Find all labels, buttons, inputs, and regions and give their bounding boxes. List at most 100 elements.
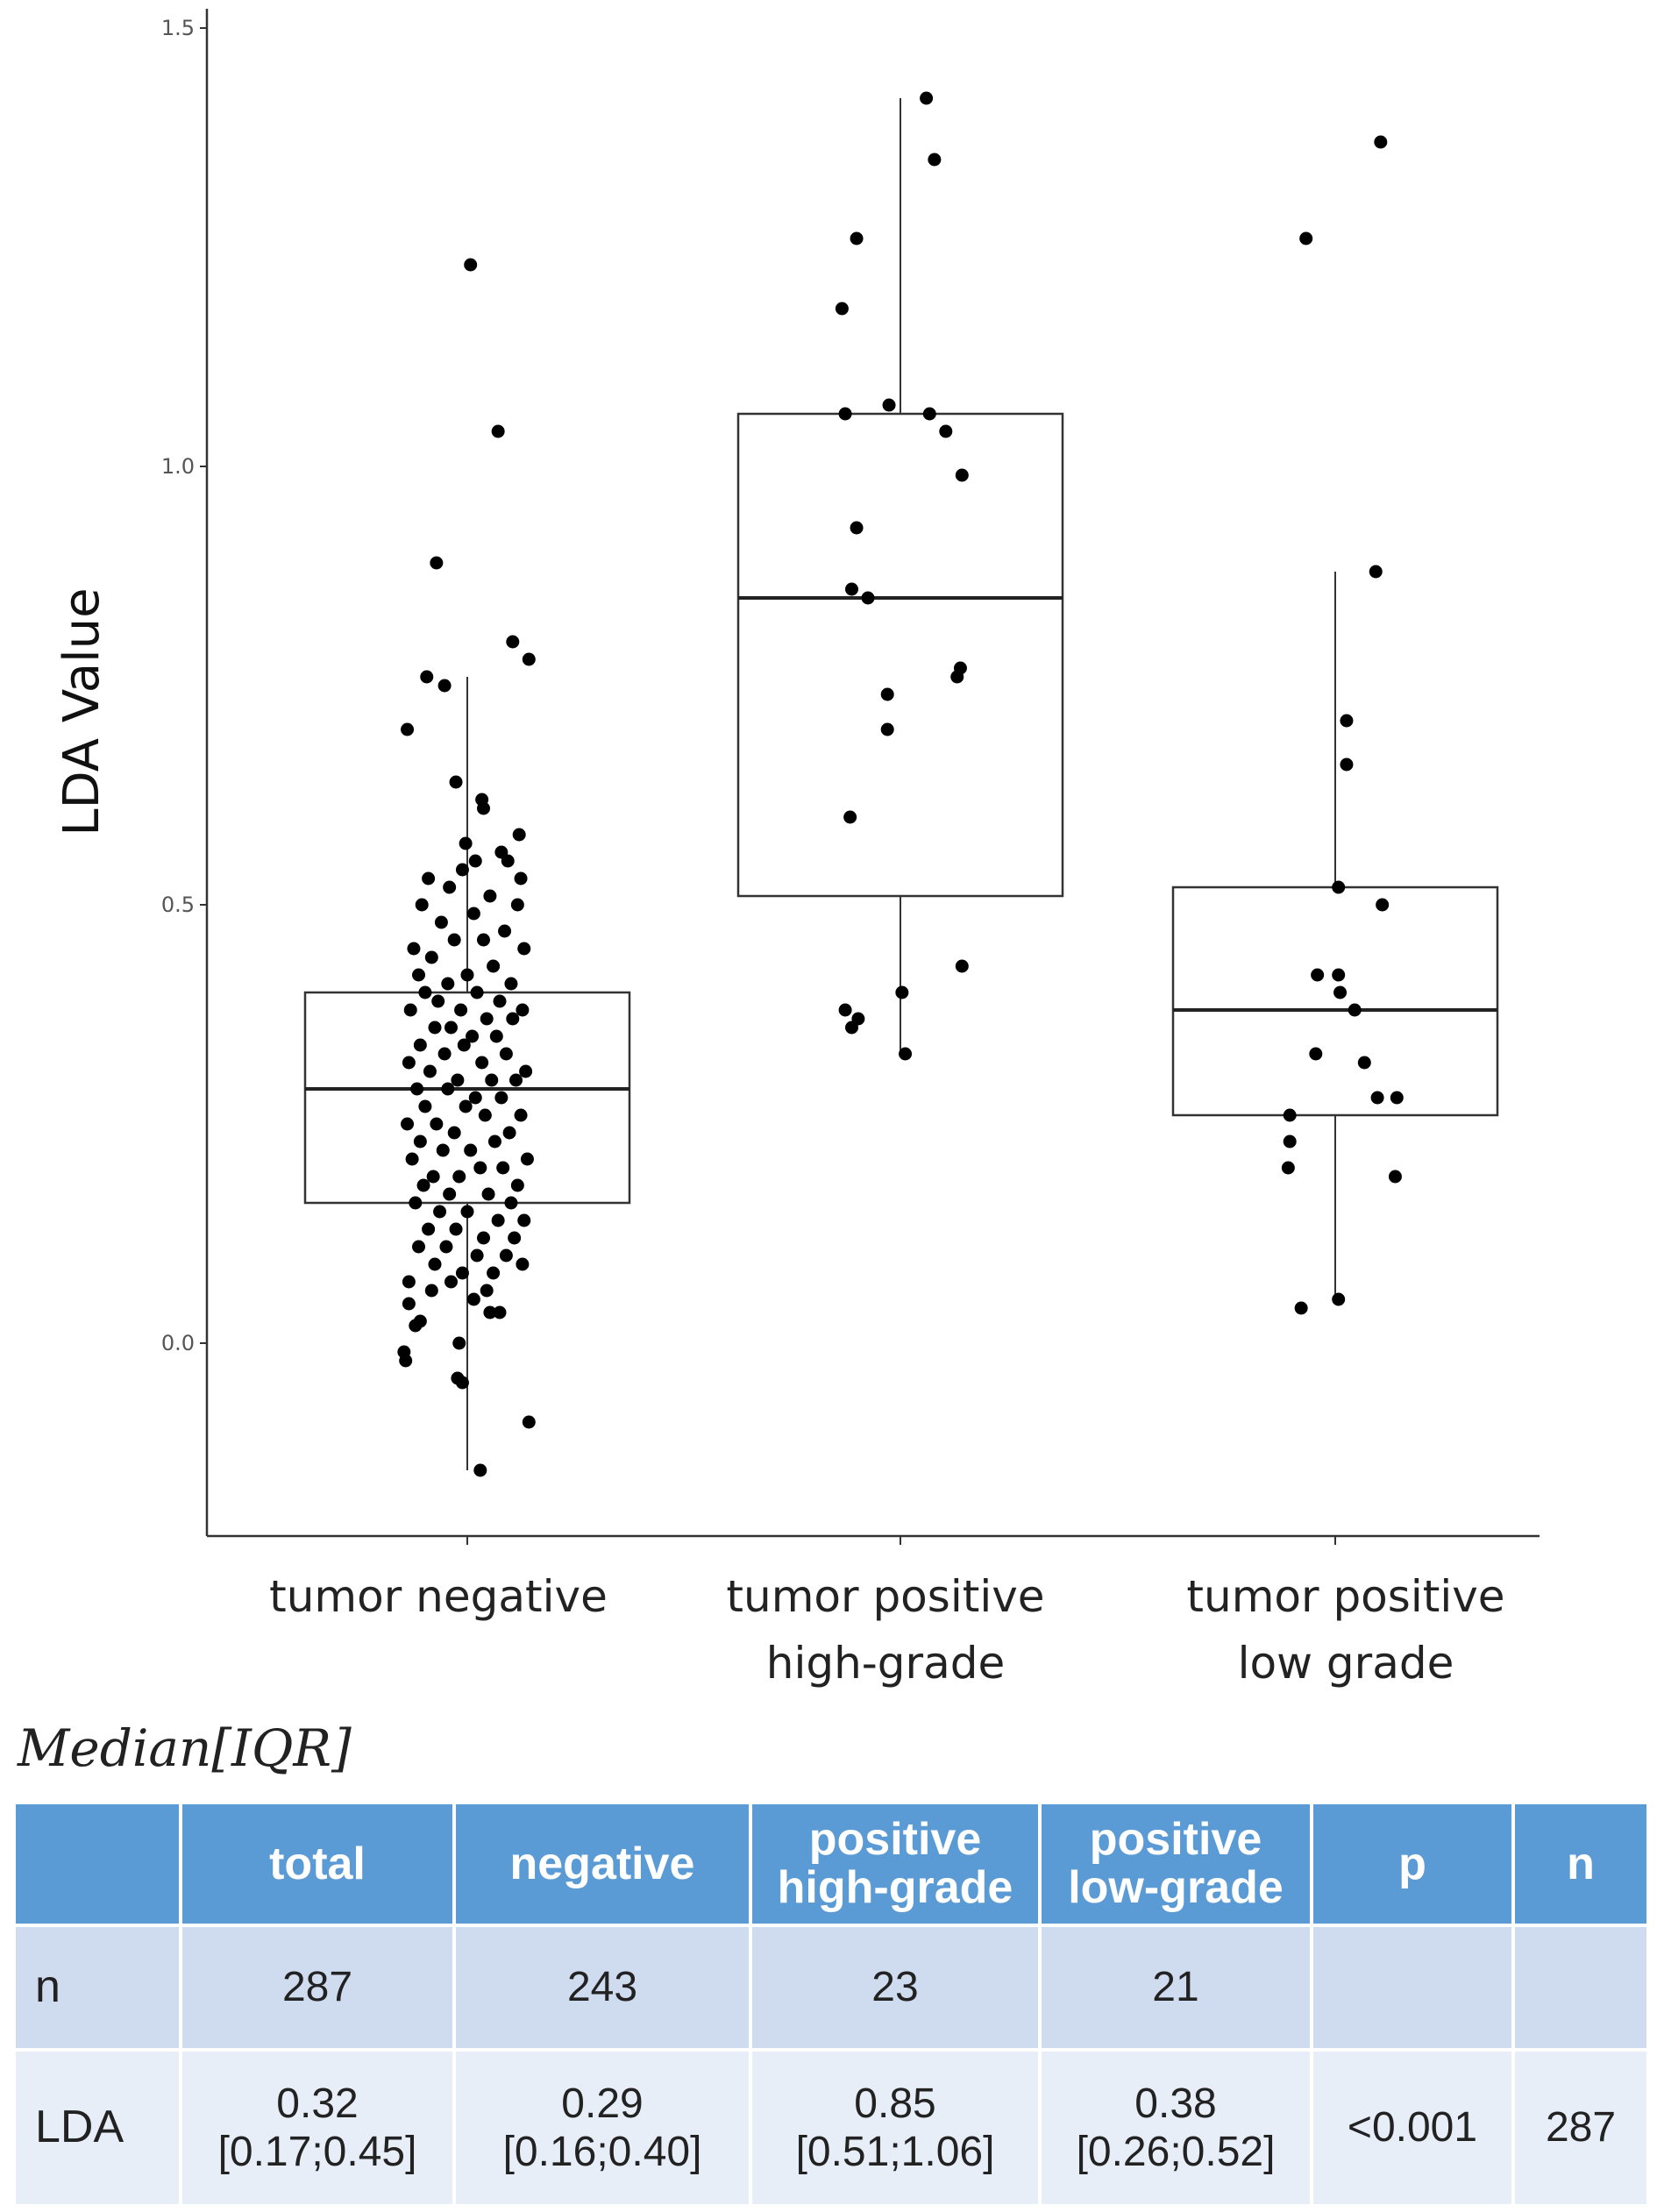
data-point: [439, 1240, 453, 1254]
data-point: [920, 91, 934, 105]
table-header-cell: positive high-grade: [749, 1801, 1042, 1927]
data-point: [850, 521, 864, 535]
cell-text: 21: [1152, 1964, 1199, 2011]
row-label: LDA: [12, 2048, 182, 2208]
data-point: [955, 468, 969, 482]
data-point: [413, 1038, 427, 1052]
data-point: [504, 1196, 518, 1210]
table-caption: Median[IQR]: [18, 1718, 352, 1778]
data-point: [430, 1117, 444, 1131]
data-point: [480, 1284, 494, 1298]
table-cell: 21: [1038, 1924, 1313, 2052]
data-point: [454, 1003, 468, 1017]
data-point: [955, 959, 969, 973]
data-point: [1299, 231, 1313, 245]
y-tick-label: 1.0: [161, 454, 195, 479]
x-tick-label: tumor negative: [269, 1571, 608, 1622]
table-header-cell: total: [179, 1801, 456, 1927]
data-point: [1311, 968, 1325, 982]
cell-text: 0.38: [1134, 2080, 1217, 2127]
data-point: [452, 1336, 466, 1350]
table-cell: [1310, 1924, 1515, 2052]
stats-table: total negative positive high-grade positive l…: [12, 1801, 1650, 2208]
cell-text: [0.17;0.45]: [217, 2129, 417, 2175]
y-axis-label: LDA Value: [53, 587, 110, 836]
data-point: [850, 231, 864, 245]
data-point: [443, 1187, 457, 1201]
data-point: [1340, 714, 1354, 728]
data-point: [437, 1047, 452, 1061]
table-cell: [1511, 1924, 1650, 2052]
table-cell: 287: [1511, 2048, 1650, 2208]
data-point: [1283, 1134, 1297, 1149]
data-point: [506, 635, 520, 649]
table-header-cell: n: [1511, 1801, 1650, 1927]
data-point: [447, 1126, 461, 1140]
data-point: [939, 424, 953, 438]
x-tick-label: low grade: [1238, 1638, 1454, 1689]
data-point: [487, 1266, 501, 1280]
data-point: [459, 836, 473, 850]
data-point: [517, 1213, 531, 1227]
data-point: [459, 1099, 473, 1113]
data-point: [491, 1213, 505, 1227]
cell-text: 287: [1545, 2104, 1617, 2152]
data-point: [447, 933, 461, 947]
data-point: [1369, 565, 1383, 579]
data-point: [1348, 1003, 1362, 1017]
data-point: [1390, 1091, 1404, 1105]
data-point: [489, 1029, 503, 1043]
data-point: [493, 1305, 507, 1319]
data-point: [480, 1012, 494, 1026]
table-cell: 243: [452, 1924, 752, 2052]
data-point: [516, 1257, 530, 1271]
data-point: [412, 968, 425, 982]
data-point: [418, 985, 432, 999]
data-point: [520, 1152, 534, 1166]
data-point: [882, 398, 896, 412]
cell-text: 23: [871, 1964, 919, 2011]
cell-text: 243: [566, 1964, 638, 2011]
data-point: [487, 959, 501, 973]
data-point: [1332, 1292, 1346, 1306]
data-point: [494, 1091, 508, 1105]
data-point: [449, 1222, 463, 1236]
data-point: [950, 670, 964, 684]
header-text: low-grade: [1068, 1862, 1284, 1913]
data-point: [443, 880, 457, 894]
data-point: [487, 1134, 501, 1149]
x-tick-label: tumor positive: [1186, 1571, 1504, 1622]
table-cell: <0.001: [1310, 2048, 1515, 2208]
table-header-cell: positive low-grade: [1038, 1801, 1313, 1927]
header-text: negative: [509, 1838, 695, 1889]
y-tick-label: 0.0: [161, 1331, 195, 1355]
table-row: n 287 243 23 21: [12, 1924, 1650, 2052]
box: [1171, 886, 1499, 1117]
data-point: [508, 1231, 522, 1245]
table-header-cell: [12, 1801, 182, 1927]
header-text: positive: [808, 1814, 982, 1866]
table-row: LDA 0.32 [0.17;0.45] 0.29 [0.16;0.40] 0.85 [0.…: [12, 2048, 1650, 2208]
data-point: [431, 994, 445, 1008]
data-point: [493, 994, 507, 1008]
data-point: [895, 985, 909, 999]
data-point: [441, 977, 455, 991]
data-point: [436, 1143, 450, 1157]
data-point: [428, 1257, 442, 1271]
data-point: [483, 889, 497, 903]
data-point: [522, 652, 536, 666]
data-point: [477, 933, 490, 947]
data-point: [496, 1161, 510, 1175]
data-point: [843, 810, 857, 824]
data-point: [928, 153, 942, 167]
data-point: [418, 1099, 432, 1113]
data-point: [434, 915, 448, 929]
data-point: [402, 1275, 416, 1289]
cell-text: <0.001: [1347, 2104, 1478, 2152]
cell-text: 287: [281, 1964, 353, 2011]
cell-text: 0.29: [561, 2080, 644, 2127]
data-point: [485, 1073, 499, 1087]
table-header-cell: p: [1310, 1801, 1515, 1927]
data-point: [426, 1170, 440, 1184]
x-tick-label: high-grade: [766, 1638, 1006, 1689]
